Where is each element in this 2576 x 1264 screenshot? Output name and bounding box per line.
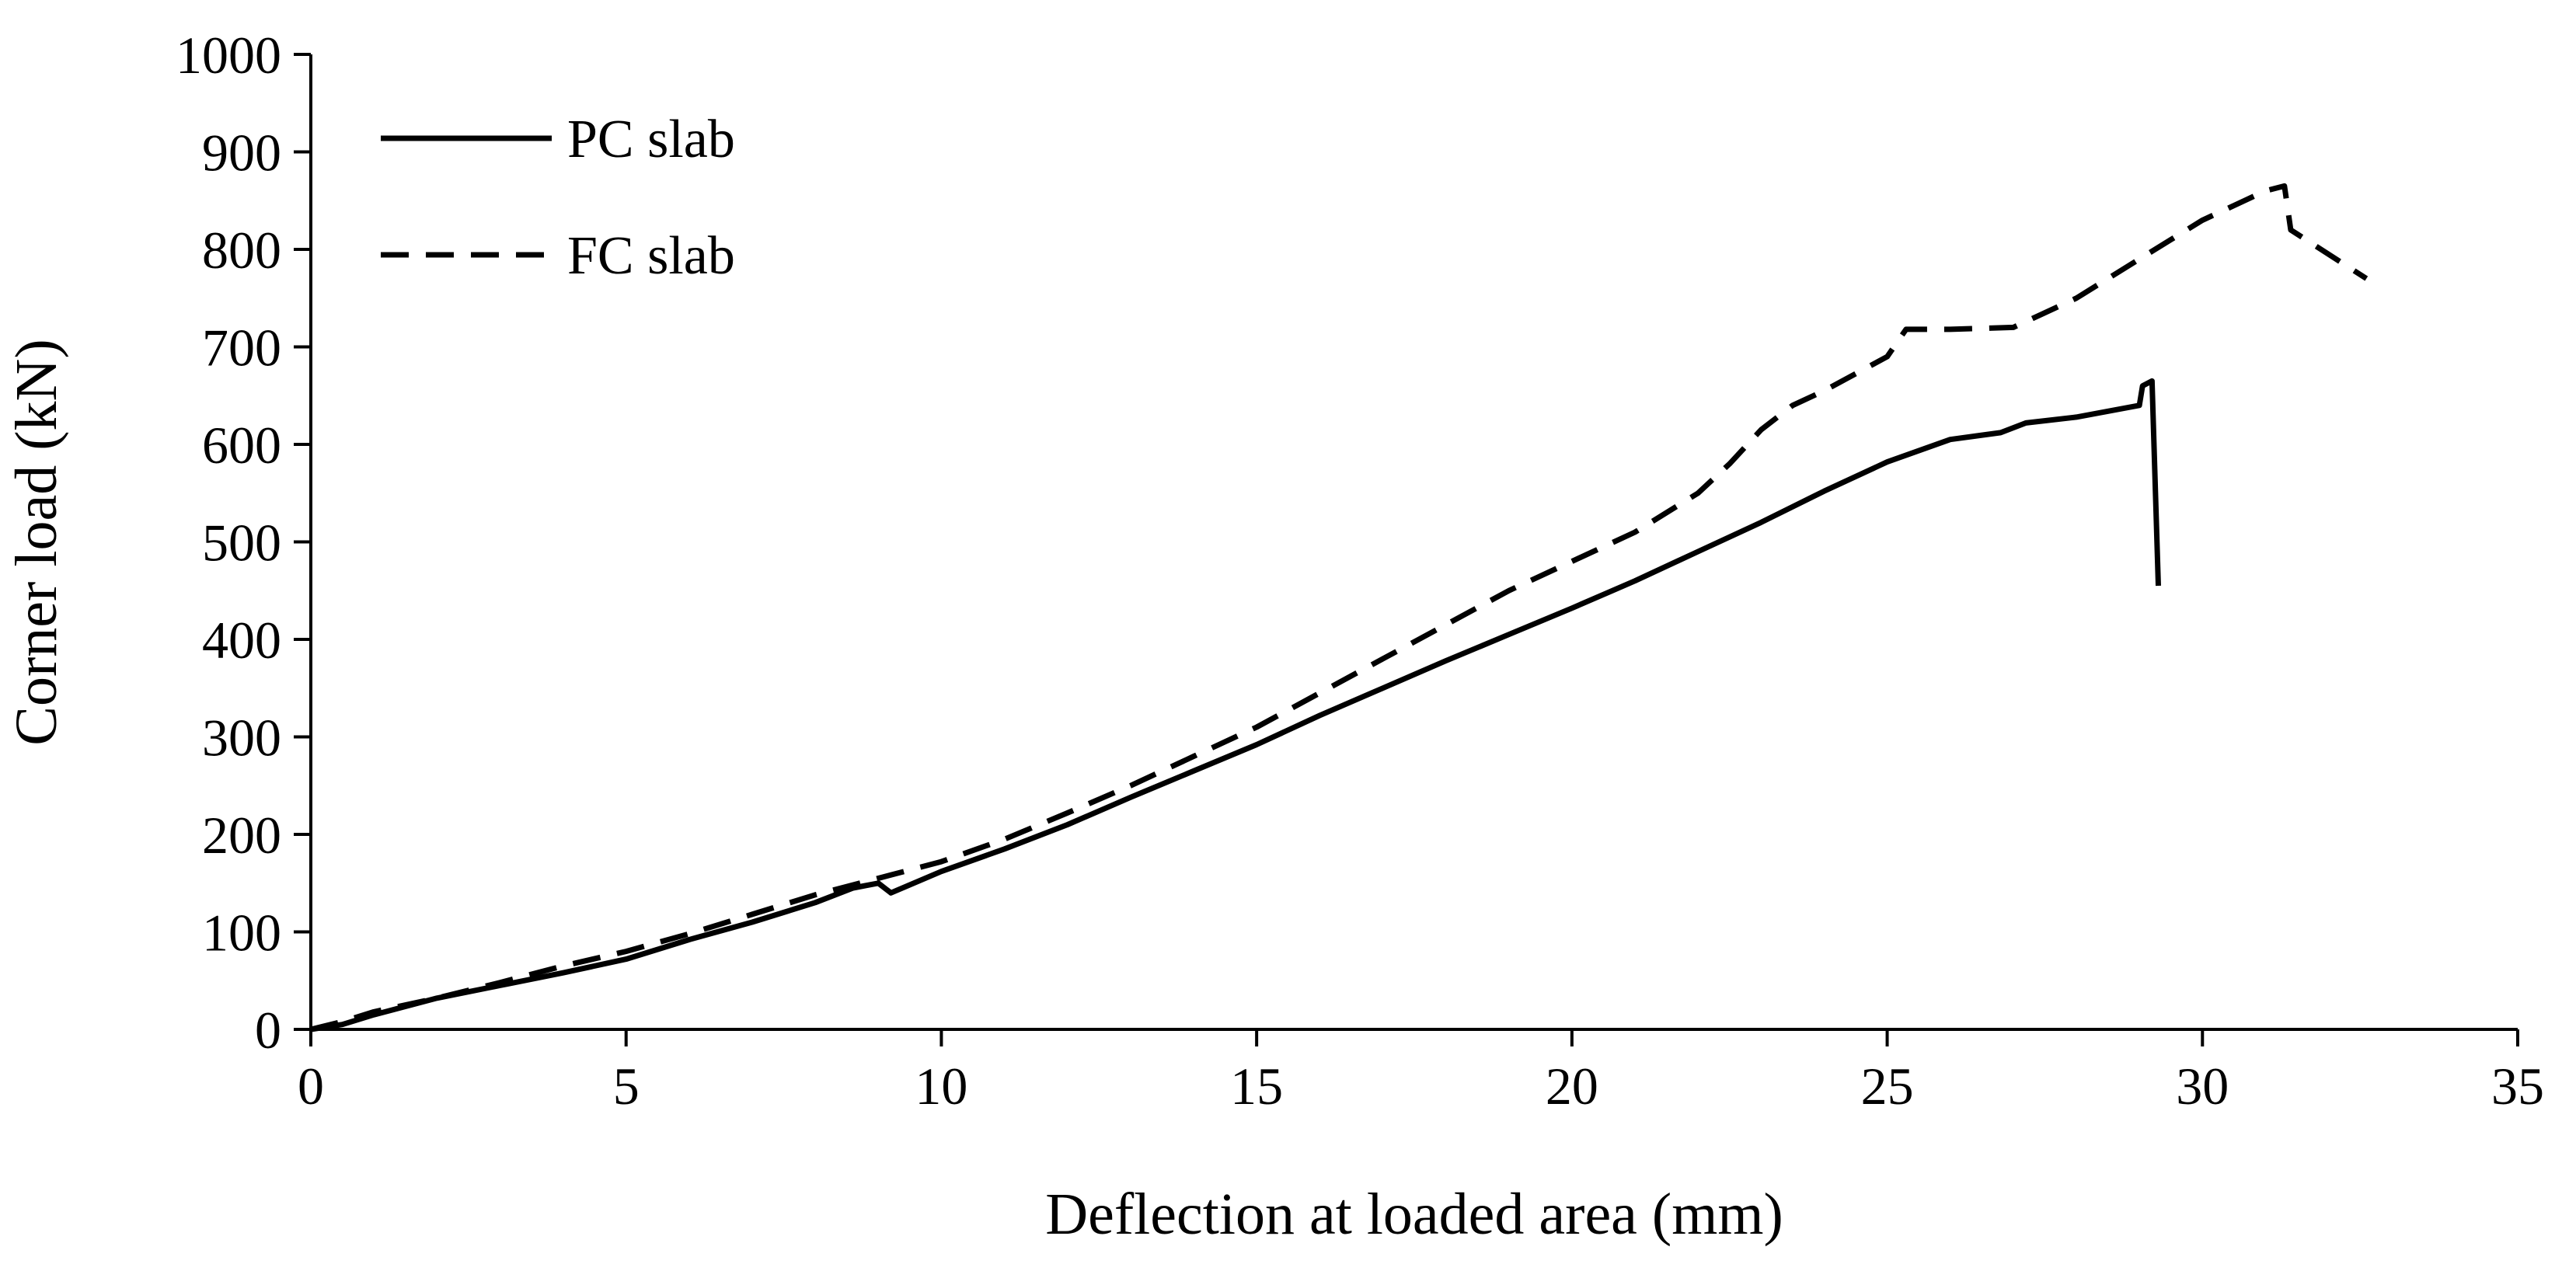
y-ticks: 0 100 200 300 400 500 600 700 800 900 1000 bbox=[176, 26, 311, 1060]
y-tick-label-500: 500 bbox=[202, 514, 281, 573]
y-tick-label-400: 400 bbox=[202, 611, 281, 670]
y-tick-label-900: 900 bbox=[202, 124, 281, 183]
x-tick-label-20: 20 bbox=[1546, 1057, 1598, 1116]
axes bbox=[309, 54, 2518, 1031]
series-line-pc-slab bbox=[310, 378, 2161, 1032]
y-tick-label-300: 300 bbox=[202, 709, 281, 768]
legend: PC slab FC slab bbox=[381, 110, 735, 286]
x-axis-title: Deflection at loaded area (mm) bbox=[1045, 1182, 1783, 1247]
series-layer bbox=[310, 183, 2369, 1032]
legend-label-fc-slab: FC slab bbox=[567, 226, 735, 286]
y-tick-label-200: 200 bbox=[202, 806, 281, 865]
y-tick-label-1000: 1000 bbox=[176, 26, 281, 85]
y-tick-label-0: 0 bbox=[255, 1001, 281, 1060]
y-axis-title: Corner load (kN) bbox=[4, 339, 69, 745]
x-tick-label-25: 25 bbox=[1861, 1057, 1914, 1116]
series-line-fc-slab bbox=[310, 183, 2369, 1032]
x-tick-label-10: 10 bbox=[915, 1057, 967, 1116]
y-tick-label-800: 800 bbox=[202, 221, 281, 280]
x-tick-label-5: 5 bbox=[613, 1057, 640, 1116]
x-tick-label-15: 15 bbox=[1230, 1057, 1283, 1116]
legend-label-pc-slab: PC slab bbox=[567, 110, 735, 169]
y-tick-label-100: 100 bbox=[202, 904, 281, 963]
x-tick-label-35: 35 bbox=[2491, 1057, 2544, 1116]
x-ticks: 0 5 10 15 20 25 30 35 bbox=[298, 1029, 2544, 1116]
x-tick-label-0: 0 bbox=[298, 1057, 324, 1116]
y-tick-label-700: 700 bbox=[202, 319, 281, 378]
y-tick-label-600: 600 bbox=[202, 416, 281, 475]
x-tick-label-30: 30 bbox=[2176, 1057, 2229, 1116]
